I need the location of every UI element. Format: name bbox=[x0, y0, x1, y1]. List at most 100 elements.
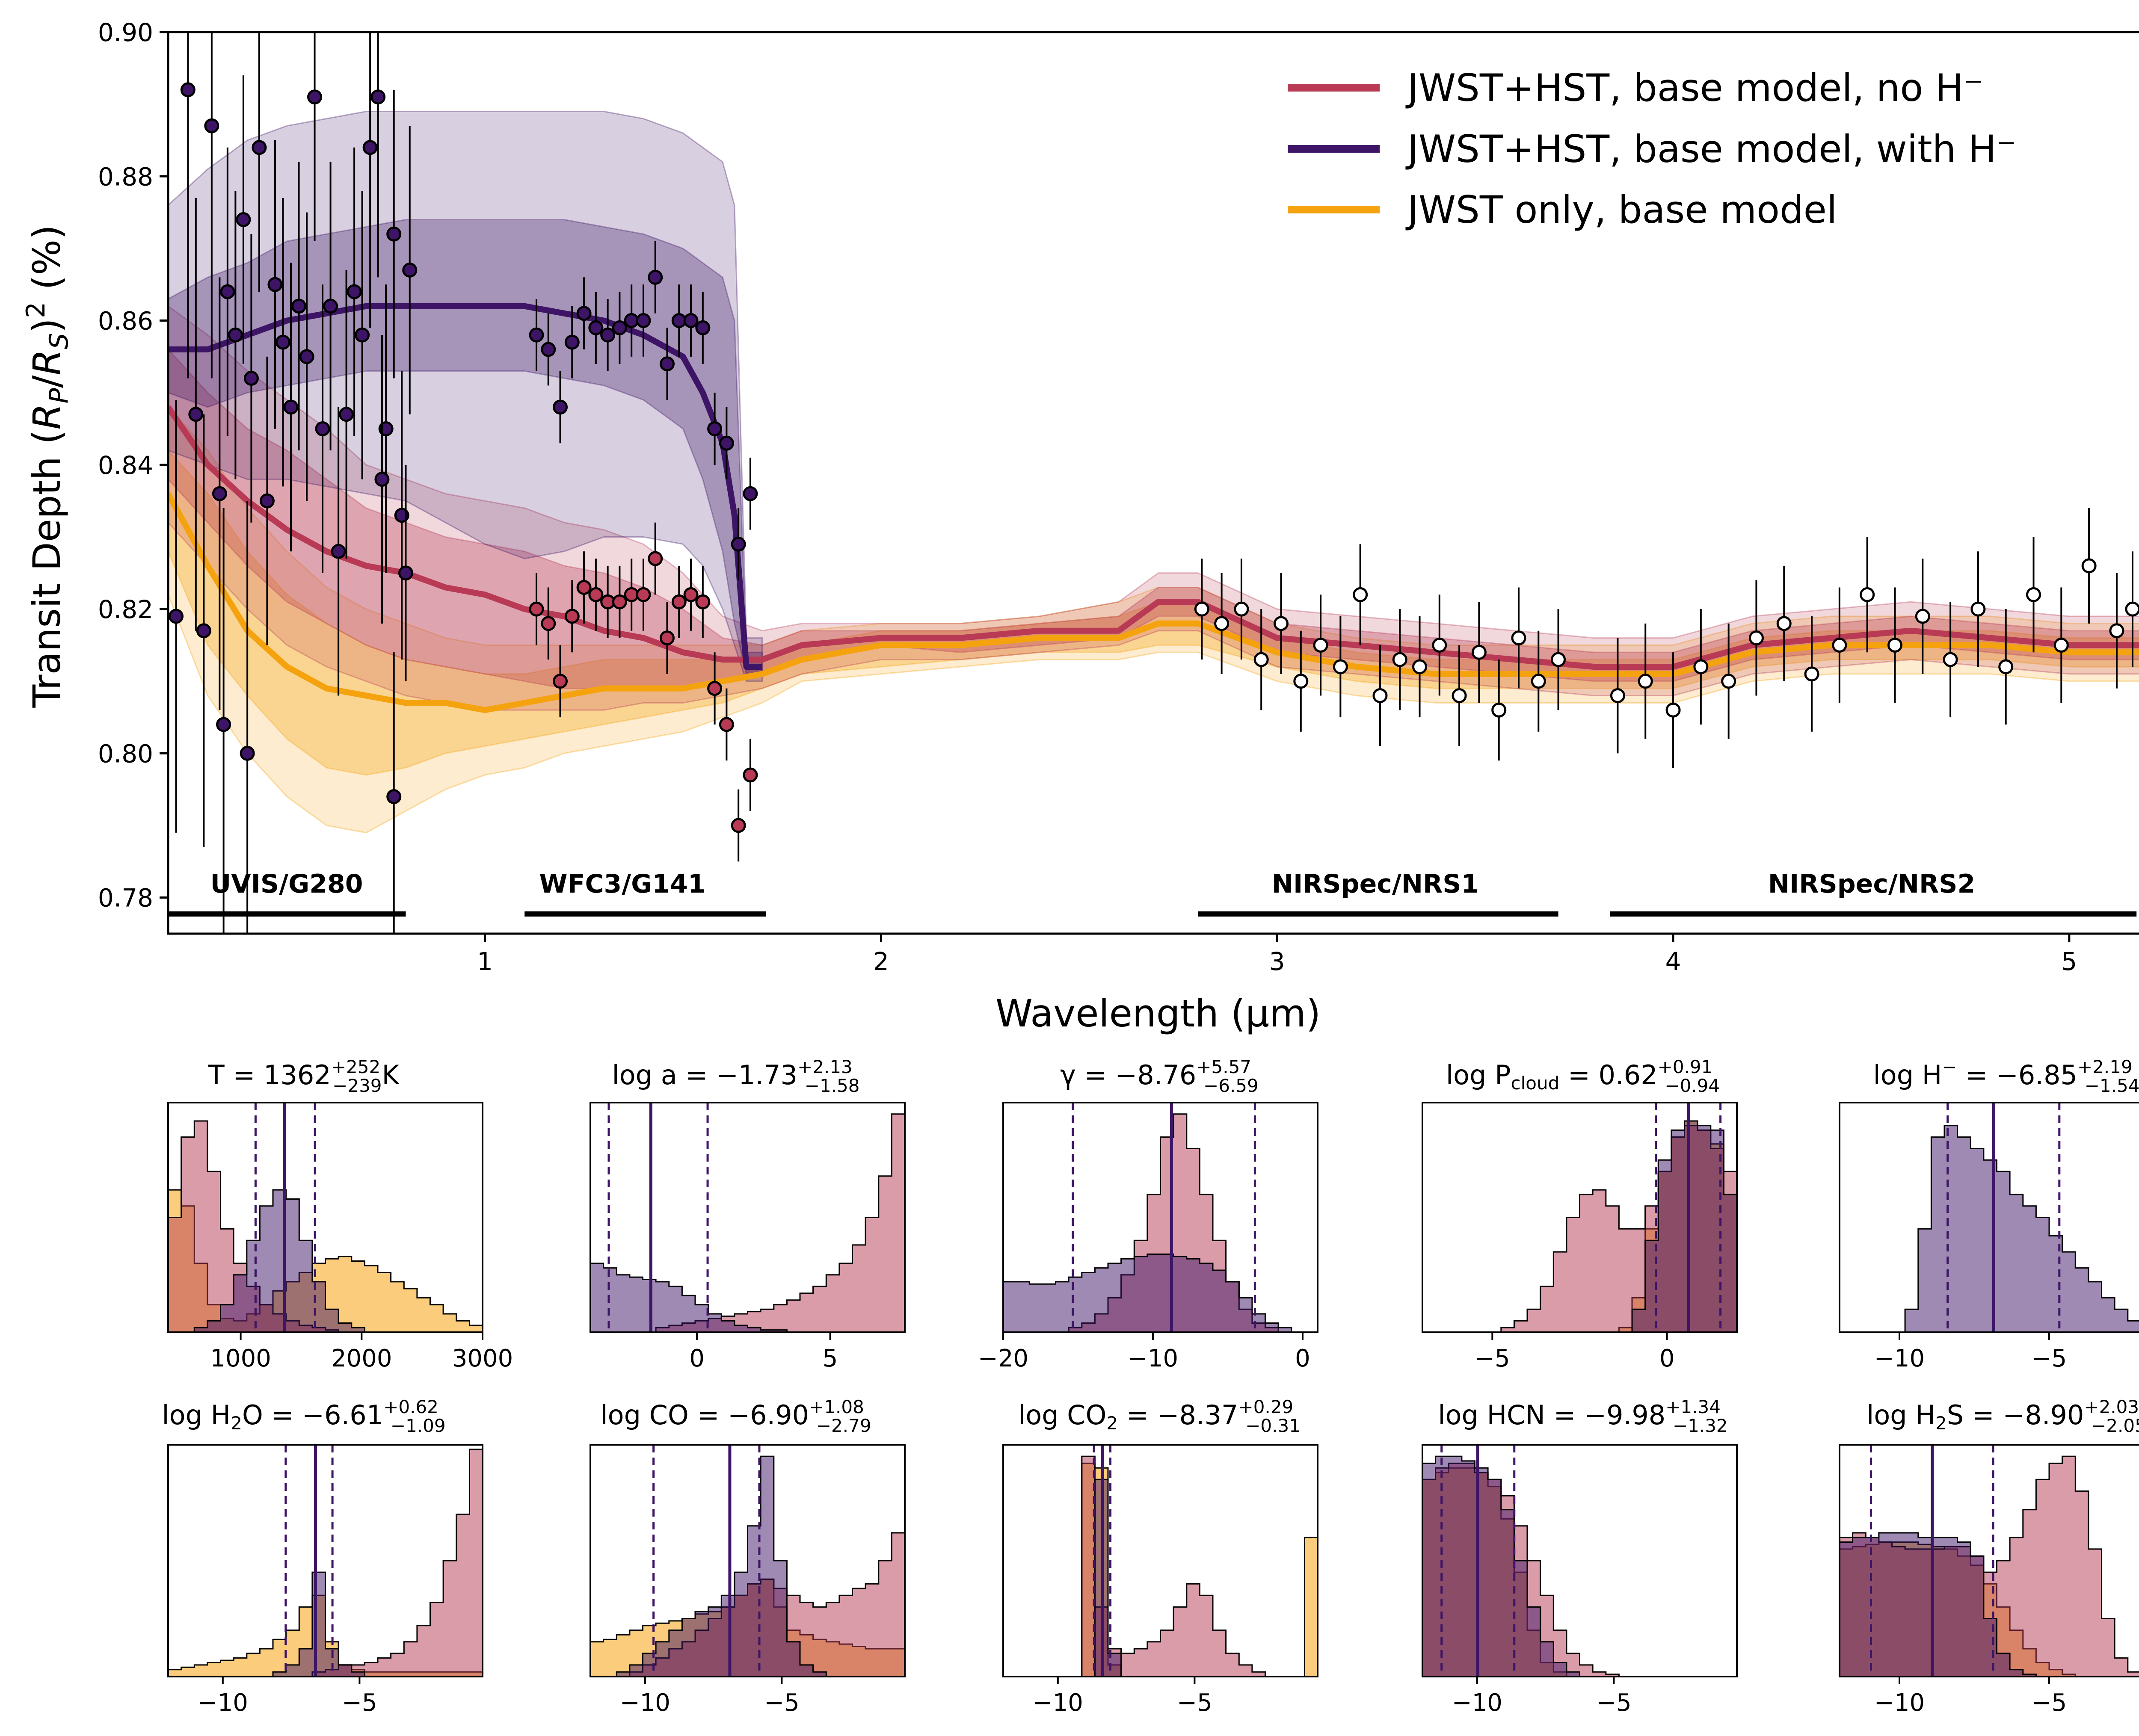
x-tick-label: 2 bbox=[873, 947, 889, 976]
hist-tick-label: 2000 bbox=[331, 1345, 392, 1372]
data-point bbox=[2027, 588, 2040, 601]
data-point bbox=[1833, 639, 1846, 651]
data-point bbox=[578, 581, 590, 594]
data-point bbox=[1750, 632, 1763, 645]
data-point bbox=[181, 83, 194, 96]
data-point bbox=[554, 401, 567, 414]
data-point bbox=[542, 617, 555, 630]
data-point bbox=[300, 350, 313, 363]
data-point bbox=[1861, 588, 1874, 601]
data-point bbox=[613, 595, 626, 608]
data-point bbox=[340, 408, 353, 421]
data-point bbox=[170, 610, 183, 623]
hist-tick-label: 5 bbox=[823, 1345, 838, 1372]
data-point bbox=[661, 632, 674, 645]
data-point bbox=[673, 595, 685, 608]
y-tick-label: 0.78 bbox=[98, 884, 153, 913]
data-point bbox=[293, 300, 305, 313]
data-point bbox=[2110, 624, 2123, 637]
hist-tick-label: −10 bbox=[1128, 1345, 1178, 1372]
data-point bbox=[403, 264, 416, 277]
data-point bbox=[696, 595, 709, 608]
data-point bbox=[566, 610, 578, 623]
data-point bbox=[399, 567, 412, 580]
data-point bbox=[720, 437, 733, 450]
data-point bbox=[1255, 653, 1268, 666]
hist-tick-label: −10 bbox=[620, 1689, 670, 1717]
data-point bbox=[1413, 660, 1426, 673]
data-point bbox=[613, 321, 626, 334]
hist-tick-label: −10 bbox=[1033, 1689, 1083, 1717]
main-y-axis-label: Transit Depth (RP/RS)2 (%) bbox=[21, 225, 74, 708]
hist-tick-label: −10 bbox=[198, 1689, 248, 1717]
panel-title-gamma: γ = −8.76+5.57 −6.59 bbox=[1060, 1056, 1259, 1096]
panel-title-log-a: log a = −1.73+2.13 −1.58 bbox=[612, 1056, 859, 1096]
hist-tick-label: −5 bbox=[2032, 1689, 2067, 1717]
data-point bbox=[684, 588, 697, 601]
instrument-label-nrs2: NIRSpec/NRS2 bbox=[1768, 869, 1975, 899]
data-point bbox=[637, 588, 650, 601]
panel-title-log-co: log CO = −6.90+1.08 −2.79 bbox=[600, 1396, 871, 1436]
data-point bbox=[1295, 675, 1307, 688]
data-point bbox=[229, 328, 242, 341]
data-point bbox=[1532, 675, 1545, 688]
data-point bbox=[308, 91, 321, 104]
data-point bbox=[2126, 603, 2139, 615]
y-tick-label: 0.84 bbox=[98, 451, 153, 480]
data-point bbox=[590, 588, 602, 601]
data-point bbox=[388, 228, 400, 240]
data-point bbox=[684, 314, 697, 327]
instrument-label-uvis: UVIS/G280 bbox=[210, 869, 363, 899]
data-point bbox=[661, 358, 674, 370]
data-point bbox=[388, 790, 400, 803]
data-point bbox=[566, 336, 578, 349]
data-point bbox=[316, 423, 329, 435]
data-point bbox=[261, 494, 273, 507]
data-point bbox=[1888, 639, 1901, 651]
data-point bbox=[324, 300, 337, 313]
data-point bbox=[1639, 675, 1652, 688]
data-point bbox=[1493, 704, 1505, 716]
data-point bbox=[1552, 653, 1565, 666]
data-point bbox=[2083, 559, 2095, 572]
data-point bbox=[744, 487, 757, 500]
data-point bbox=[1805, 668, 1818, 680]
data-point bbox=[276, 336, 289, 349]
x-tick-label: 3 bbox=[1269, 947, 1285, 976]
data-point bbox=[190, 408, 202, 421]
data-point bbox=[269, 278, 281, 291]
hist-tick-label: 3000 bbox=[452, 1345, 513, 1372]
hist-tick-label: 0 bbox=[1659, 1345, 1675, 1372]
data-point bbox=[637, 314, 650, 327]
data-point bbox=[732, 538, 745, 550]
hist-tick-label: −10 bbox=[1452, 1689, 1502, 1717]
data-point bbox=[213, 487, 226, 500]
data-point bbox=[2055, 639, 2068, 651]
data-point bbox=[284, 401, 297, 414]
data-point bbox=[1778, 617, 1790, 630]
data-point bbox=[649, 552, 662, 565]
data-point bbox=[1195, 603, 1208, 615]
data-point bbox=[530, 328, 543, 341]
data-point bbox=[530, 603, 543, 615]
data-point bbox=[1972, 603, 1985, 615]
data-point bbox=[1512, 632, 1525, 645]
hist-tick-label: −20 bbox=[978, 1345, 1028, 1372]
panel-title-log-co2: log CO2 = −8.37+0.29 −0.31 bbox=[1018, 1396, 1301, 1436]
panel-title-log-h2s: log H2S = −8.90+2.03−2.05 bbox=[1866, 1396, 2139, 1436]
panel-title-log-pcloud: log Pcloud = 0.62+0.91 −0.94 bbox=[1446, 1056, 1720, 1096]
data-point bbox=[542, 343, 555, 356]
hist-tick-label: −5 bbox=[764, 1689, 800, 1717]
instrument-label-wfc3: WFC3/G141 bbox=[539, 869, 705, 899]
panel-title-log-hcn: log HCN = −9.98+1.34 −1.32 bbox=[1438, 1396, 1727, 1436]
hist-tick-label: 0 bbox=[1295, 1345, 1310, 1372]
data-point bbox=[1667, 704, 1680, 716]
y-tick-label: 0.80 bbox=[98, 739, 153, 768]
data-point bbox=[1374, 689, 1386, 702]
hist-tick-label: −10 bbox=[1874, 1689, 1925, 1717]
data-point bbox=[601, 328, 614, 341]
data-point bbox=[720, 718, 733, 731]
data-point bbox=[221, 285, 234, 298]
data-point bbox=[708, 682, 721, 695]
panel-title-temperature: T = 1362+252 −239K bbox=[208, 1056, 400, 1096]
